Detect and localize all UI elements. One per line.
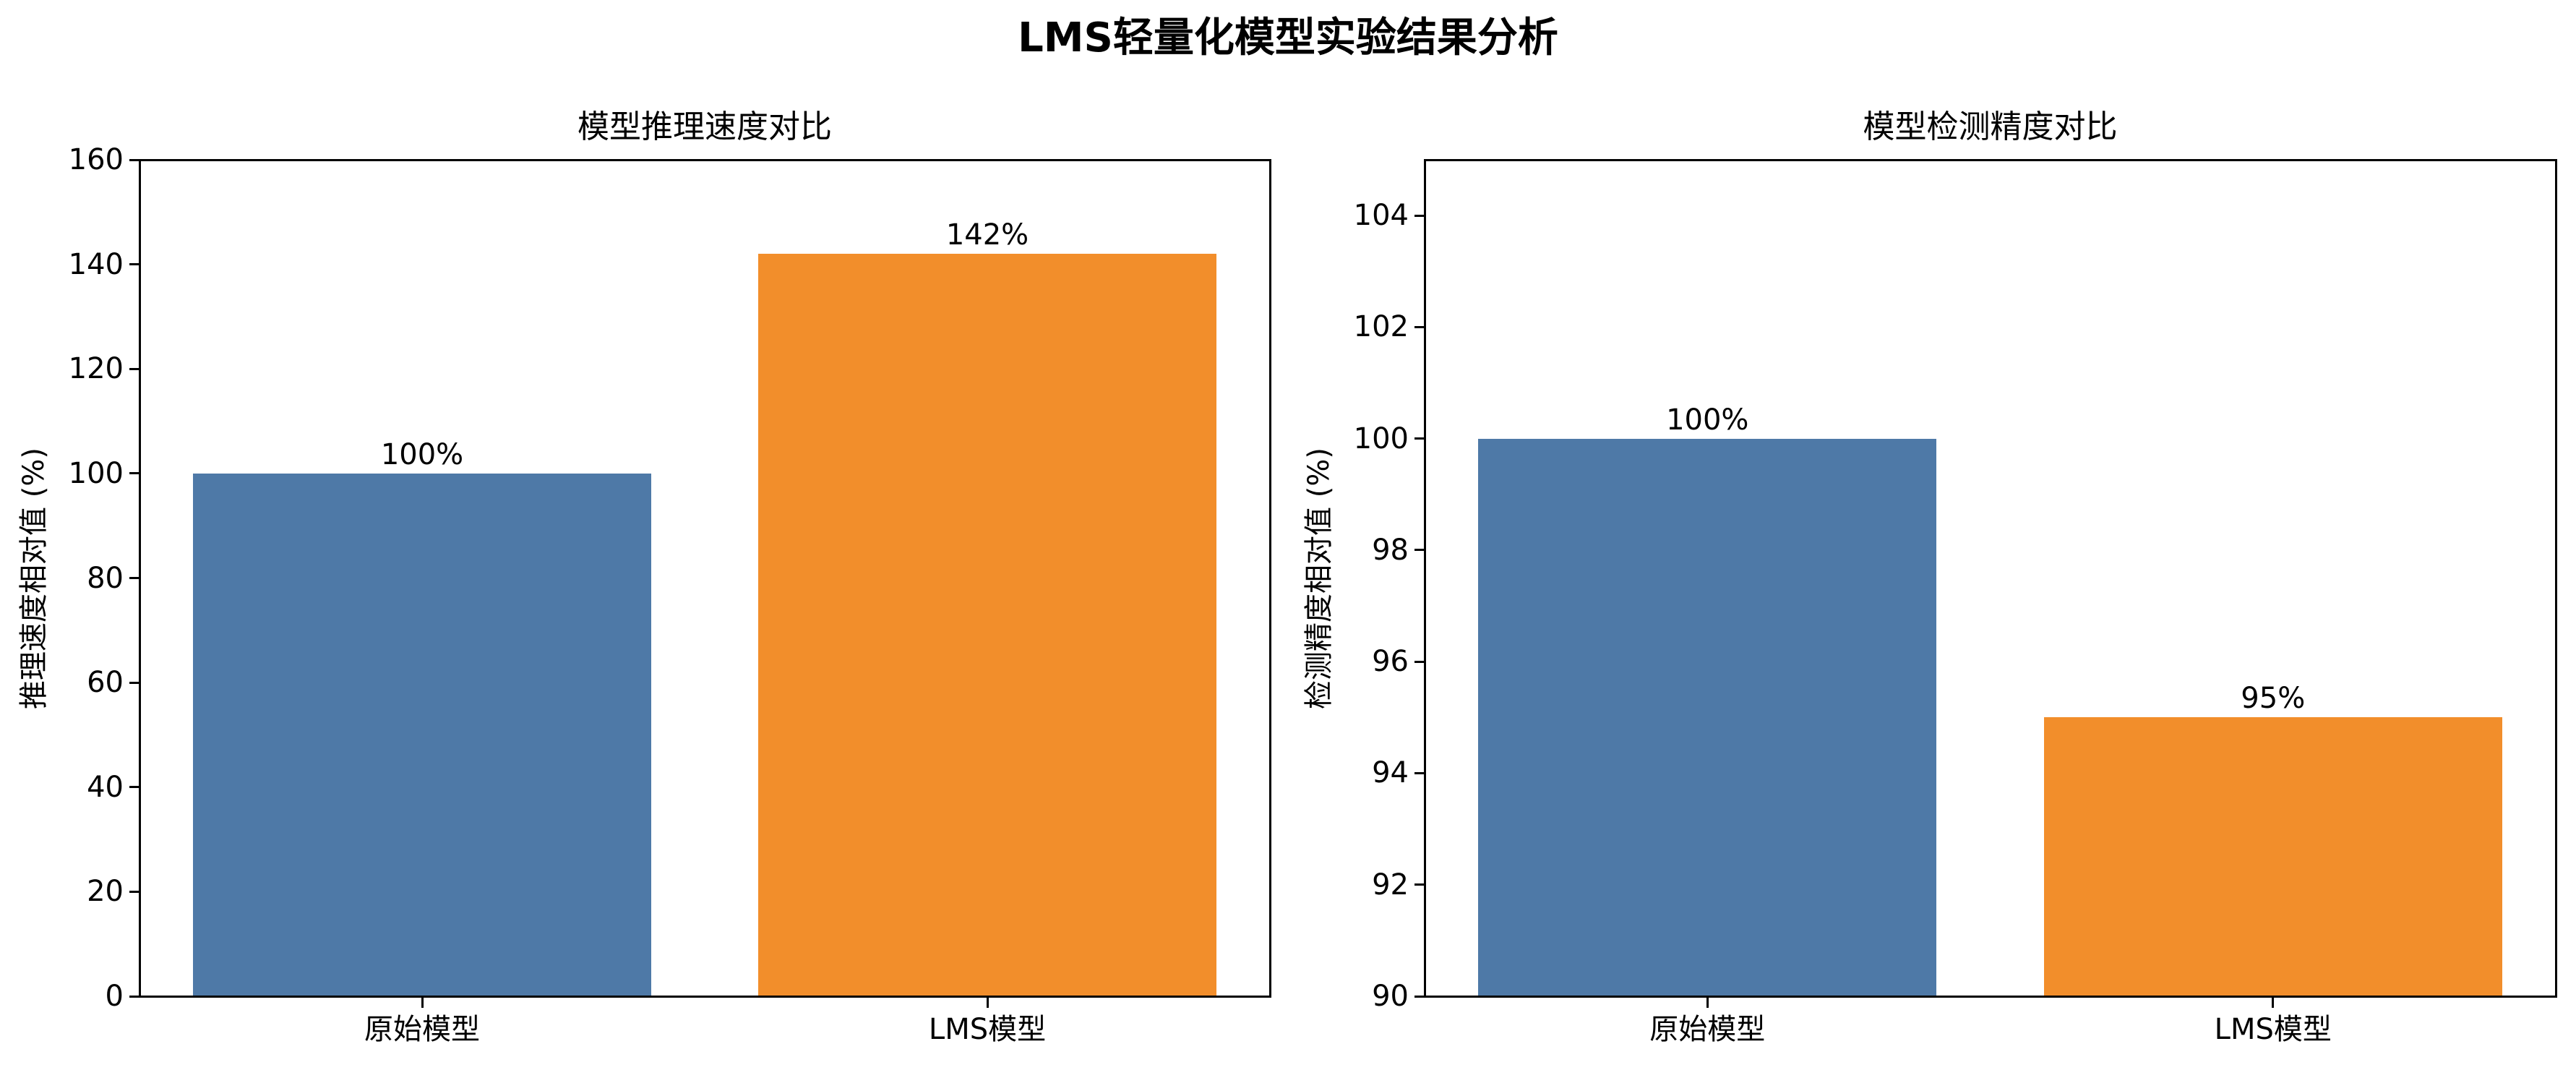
y-tick-mark: [1414, 771, 1425, 774]
y-tick-mark: [129, 577, 139, 579]
y-tick-mark: [129, 367, 139, 370]
y-tick-label: 60: [87, 666, 124, 700]
speed-chart-title: 模型推理速度对比: [578, 108, 832, 145]
y-tick-label: 100: [68, 456, 124, 490]
y-tick-label: 40: [87, 770, 124, 804]
y-tick-mark: [129, 158, 139, 161]
y-tick-mark: [1414, 883, 1425, 886]
y-tick-label: 120: [68, 352, 124, 386]
x-tick-label-0: 原始模型: [364, 1013, 480, 1046]
y-tick-label: 140: [68, 247, 124, 281]
bar-value-label: 142%: [945, 218, 1029, 252]
y-tick-label: 96: [1372, 645, 1409, 679]
y-tick-label: 98: [1372, 533, 1409, 567]
y-tick-mark: [129, 681, 139, 684]
y-tick-label: 20: [87, 875, 124, 909]
y-tick-label: 102: [1353, 310, 1409, 344]
y-tick-label: 160: [68, 143, 124, 176]
bar-原始模型: [1478, 438, 1937, 996]
x-tick-label-1: LMS模型: [928, 1013, 1047, 1046]
x-tick-mark: [1706, 998, 1709, 1008]
x-tick-mark: [2272, 998, 2275, 1008]
y-tick-label: 94: [1372, 756, 1409, 790]
y-tick-mark: [129, 995, 139, 998]
y-tick-mark: [129, 263, 139, 266]
y-tick-label: 104: [1353, 199, 1409, 233]
y-tick-mark: [129, 890, 139, 893]
bar-LMS模型: [758, 254, 1216, 996]
x-tick-label-0: 原始模型: [1649, 1013, 1766, 1046]
y-tick-mark: [1414, 214, 1425, 217]
y-tick-mark: [1414, 995, 1425, 998]
y-tick-mark: [1414, 325, 1425, 328]
bar-value-label: 100%: [1666, 403, 1749, 437]
bar-原始模型: [193, 473, 651, 996]
accuracy-chart-title: 模型检测精度对比: [1863, 108, 2118, 145]
y-tick-label: 100: [1353, 421, 1409, 455]
bar-LMS模型: [2043, 717, 2502, 996]
y-tick-mark: [129, 786, 139, 789]
y-tick-label: 90: [1372, 980, 1409, 1013]
y-tick-mark: [129, 472, 139, 475]
speed-axes-frame: [139, 159, 1271, 998]
y-tick-label: 80: [87, 561, 124, 595]
speed-y-axis-label: 推理速度相对值 (%): [17, 447, 51, 709]
y-tick-label: 0: [105, 980, 124, 1013]
bar-value-label: 95%: [2241, 682, 2306, 716]
x-tick-label-1: LMS模型: [2214, 1013, 2332, 1046]
y-tick-mark: [1414, 437, 1425, 440]
accuracy-axes-frame: [1424, 159, 2557, 998]
y-tick-label: 92: [1372, 868, 1409, 902]
accuracy-y-axis-label: 检测精度相对值 (%): [1302, 447, 1336, 709]
bar-value-label: 100%: [380, 437, 464, 471]
figure-title: LMS轻量化模型实验结果分析: [1018, 14, 1558, 61]
y-tick-mark: [1414, 549, 1425, 552]
x-tick-mark: [986, 998, 989, 1008]
y-tick-mark: [1414, 660, 1425, 663]
x-tick-mark: [421, 998, 424, 1008]
